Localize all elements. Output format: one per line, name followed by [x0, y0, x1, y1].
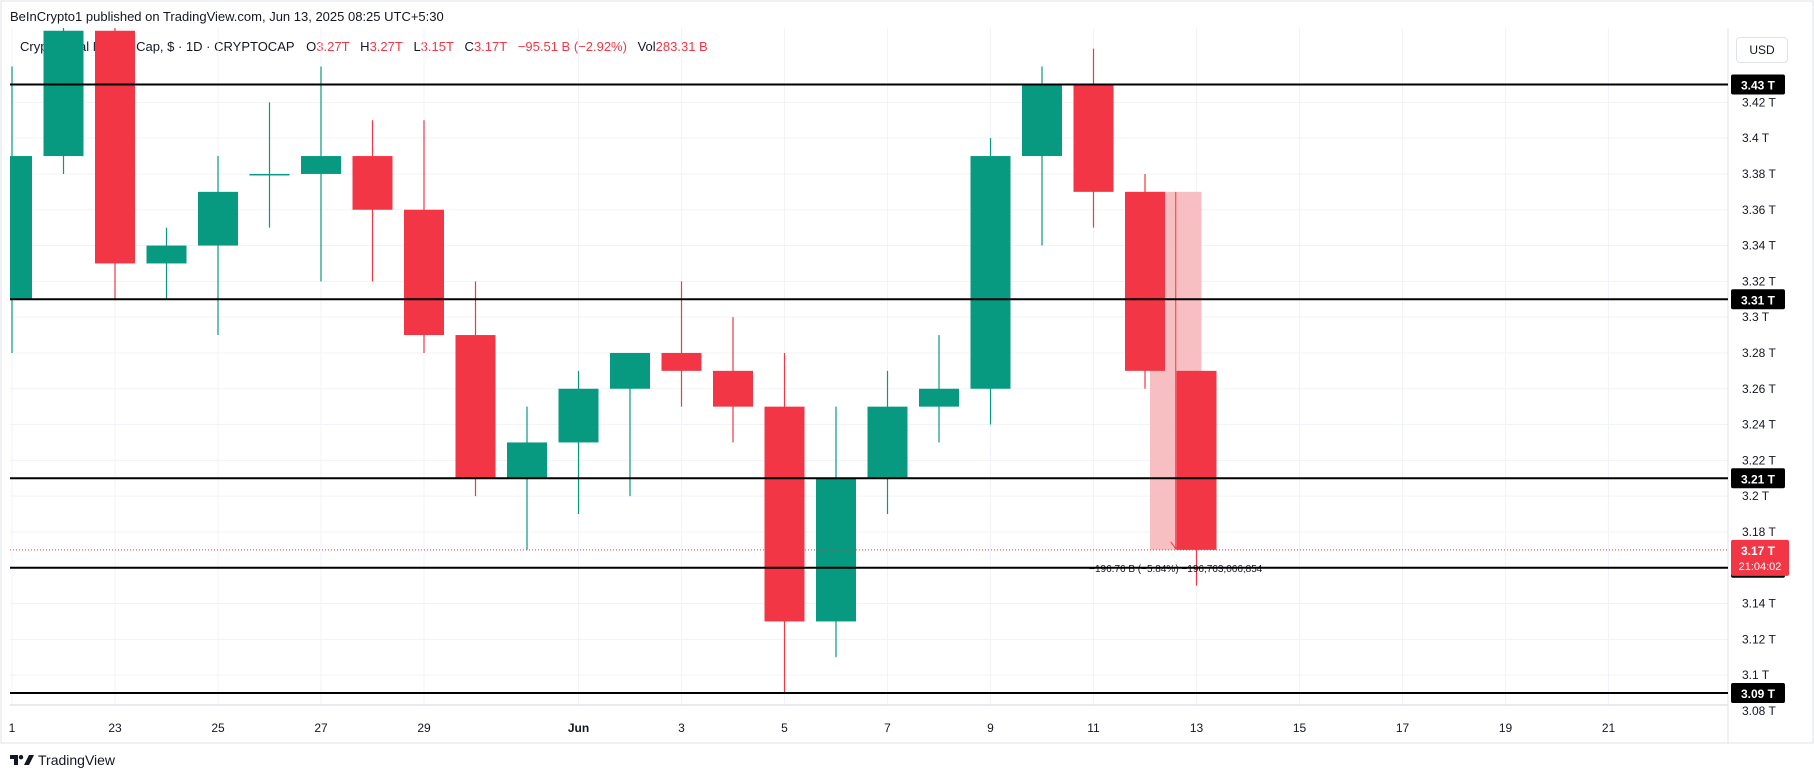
price-tick-label: 3.4 T — [1742, 131, 1770, 145]
date-tick-label: Jun — [568, 721, 589, 735]
high-label: H — [360, 39, 370, 54]
price-tick-label: 3.24 T — [1742, 418, 1776, 432]
level-price-tag-label: 3.31 T — [1741, 293, 1776, 307]
date-tick-label: 29 — [417, 721, 431, 735]
candle-body — [352, 156, 393, 210]
measure-arrow-head — [1170, 541, 1182, 550]
candle-body — [198, 191, 238, 246]
level-price-tag — [1731, 74, 1785, 95]
date-tick-label: 1 — [9, 721, 16, 735]
candle-body — [249, 173, 290, 176]
level-price-tag — [1731, 468, 1785, 489]
level-price-tag — [1731, 683, 1785, 704]
date-tick-label: 11 — [1087, 721, 1100, 735]
volume-label: Vol — [637, 39, 656, 54]
candle-body — [301, 156, 341, 174]
high-value: 3.27T — [369, 39, 403, 54]
date-tick-label: 5 — [781, 721, 788, 735]
candle-body — [43, 30, 84, 157]
symbol-name: Crypto Total Market Cap, $ · 1D · CRYPTO… — [20, 39, 295, 54]
measure-label: −196.76 B (−5.84%) −196,763,066,854 — [1089, 564, 1263, 575]
date-tick-label: 7 — [884, 721, 891, 735]
date-tick-label: 27 — [314, 721, 328, 735]
candle-body — [455, 335, 496, 479]
level-price-tag — [1731, 289, 1785, 310]
current-price-tag — [1731, 539, 1789, 576]
date-tick-label: 13 — [1190, 721, 1204, 735]
level-price-tag-label: 3.43 T — [1741, 78, 1776, 92]
low-value: 3.15T — [420, 39, 454, 54]
price-tick-label: 3.1 T — [1742, 668, 1770, 682]
price-tick-label: 3.32 T — [1742, 274, 1776, 288]
date-tick-label: 3 — [678, 721, 685, 735]
price-tick-label: 3.3 T — [1742, 310, 1770, 324]
price-tick-label: 3.14 T — [1742, 597, 1776, 611]
date-tick-label: 21 — [1602, 721, 1616, 735]
candle-body — [507, 442, 547, 479]
price-tick-label: 3.34 T — [1742, 239, 1776, 253]
candle-countdown-label: 21:04:02 — [1739, 561, 1782, 573]
date-tick-label: 19 — [1499, 721, 1513, 735]
brand-label: TradingView — [38, 752, 116, 768]
date-tick-label: 23 — [108, 721, 122, 735]
open-label: O — [306, 39, 317, 54]
candle-body — [610, 352, 650, 389]
price-tick-label: 3.18 T — [1742, 525, 1776, 539]
candle-body — [10, 156, 32, 300]
price-tick-label: 3.2 T — [1742, 489, 1770, 503]
candle-body — [146, 245, 187, 264]
plot-area: −196.76 B (−5.84%) −196,763,066,854 — [10, 28, 1728, 695]
candle-body — [764, 406, 805, 622]
price-tick-label: 3.08 T — [1742, 704, 1776, 718]
tradingview-brand: TradingView — [10, 752, 115, 768]
current-price-tag-label: 3.17 T — [1741, 544, 1776, 558]
candle-body — [1176, 370, 1217, 550]
candle-body — [95, 30, 135, 264]
candle-body — [1073, 84, 1114, 192]
candle-body — [661, 352, 702, 371]
candle-body — [970, 156, 1011, 389]
date-tick-label: 25 — [211, 721, 225, 735]
level-price-tag-label: 3.09 T — [1741, 687, 1776, 701]
chart-frame — [0, 0, 1814, 744]
symbol-legend: Crypto Total Market Cap, $ · 1D · CRYPTO… — [20, 39, 715, 54]
price-tick-label: 3.36 T — [1742, 203, 1776, 217]
change-value: −95.51 B (−2.92%) — [517, 39, 627, 54]
close-value: 3.17T — [473, 39, 508, 54]
candle-body — [404, 209, 444, 336]
date-tick-label: 9 — [987, 721, 994, 735]
low-label: L — [413, 39, 421, 54]
close-label: C — [464, 39, 474, 54]
candle-body — [1125, 191, 1165, 371]
price-tick-label: 3.12 T — [1742, 632, 1776, 646]
candle-body — [558, 388, 599, 443]
candle-body — [867, 406, 908, 479]
level-price-tag-label: 3.21 T — [1741, 472, 1776, 486]
candle-body — [1022, 84, 1062, 157]
open-value: 3.27T — [316, 39, 350, 54]
tradingview-logo-icon — [10, 755, 34, 765]
publish-info: BeInCrypto1 published on TradingView.com… — [10, 9, 444, 24]
candle-body — [919, 388, 959, 407]
price-tick-label: 3.22 T — [1742, 453, 1776, 467]
date-tick-label: 15 — [1293, 721, 1307, 735]
price-tick-label: 3.28 T — [1742, 346, 1776, 360]
price-tick-label: 3.38 T — [1742, 167, 1776, 181]
candle-body — [713, 370, 753, 407]
date-tick-label: 17 — [1396, 721, 1410, 735]
price-tick-label: 3.42 T — [1742, 95, 1776, 109]
currency-button[interactable]: USD — [1736, 37, 1788, 63]
price-tick-label: 3.26 T — [1742, 382, 1776, 396]
